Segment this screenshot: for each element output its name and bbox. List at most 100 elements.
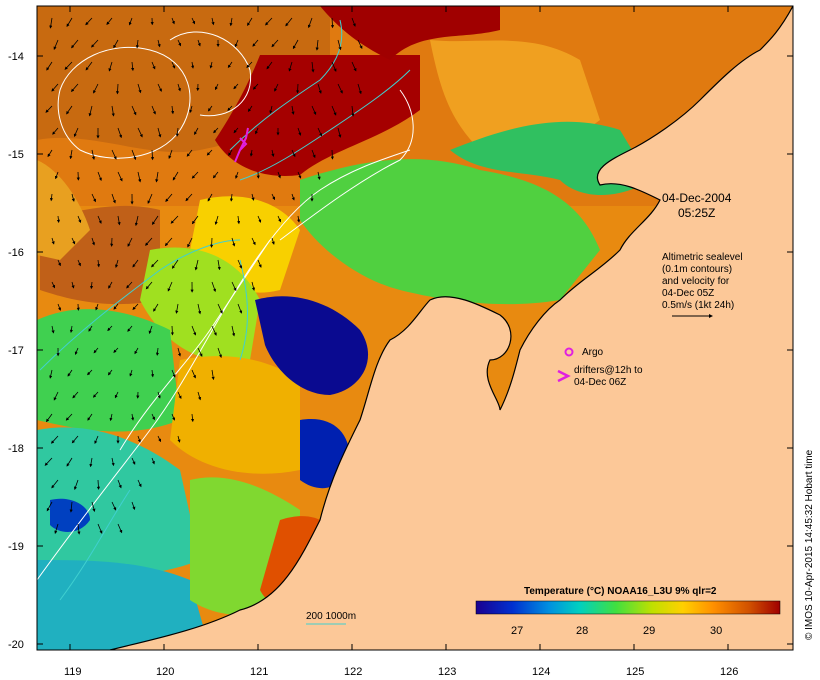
- velocity-arrow: [165, 193, 173, 203]
- velocity-arrow: [191, 61, 195, 69]
- y-tick-minus14: -14: [8, 51, 24, 63]
- velocity-arrow: [117, 215, 121, 226]
- velocity-arrow: [177, 39, 182, 47]
- velocity-arrow: [247, 17, 253, 26]
- x-tick-126: 126: [720, 666, 738, 678]
- velocity-arrow: [77, 523, 81, 535]
- velocity-arrow: [127, 325, 133, 332]
- velocity-arrow: [271, 237, 275, 245]
- velocity-arrow: [207, 193, 213, 202]
- velocity-arrow: [51, 83, 59, 92]
- velocity-arrow: [49, 193, 54, 202]
- velocity-arrow: [211, 17, 215, 26]
- velocity-arrow: [49, 17, 53, 29]
- x-tick-119: 119: [64, 666, 82, 678]
- map-date: 04-Dec-2004: [662, 191, 732, 205]
- velocity-arrow: [209, 61, 213, 69]
- velocity-arrow: [97, 171, 102, 182]
- velocity-arrow: [291, 105, 295, 115]
- velocity-arrow: [177, 435, 181, 443]
- velocity-arrow: [246, 61, 253, 68]
- velocity-arrow: [54, 523, 59, 534]
- y-axis-labels: -14 -15 -16 -17 -18 -19 -20: [8, 51, 24, 651]
- velocity-arrow: [311, 61, 315, 73]
- velocity-arrow: [70, 83, 79, 93]
- velocity-arrow: [190, 413, 195, 423]
- x-tick-123: 123: [438, 666, 456, 678]
- velocity-arrow: [108, 281, 113, 289]
- velocity-arrow: [307, 17, 313, 29]
- velocity-arrow: [337, 39, 342, 51]
- colorbar: Temperature (°C) NOAA16_L3U 9% qlr=2 27 …: [475, 586, 781, 637]
- y-tick-minus20: -20: [8, 639, 24, 651]
- velocity-arrow: [214, 83, 219, 91]
- velocity-arrow: [235, 171, 239, 179]
- velocity-arrow: [49, 369, 53, 379]
- velocity-arrow: [177, 83, 181, 92]
- velocity-arrow: [87, 369, 93, 376]
- altimetry-legend: Altimetric sealevel (0.1m contours) and …: [662, 252, 743, 318]
- velocity-arrow: [77, 215, 82, 224]
- velocity-arrow: [85, 61, 93, 71]
- velocity-arrow: [251, 281, 256, 291]
- velocity-arrow: [231, 325, 236, 337]
- velocity-arrow: [117, 171, 123, 182]
- velocity-arrow: [233, 127, 239, 134]
- velocity-arrow: [111, 501, 117, 511]
- velocity-arrow: [197, 39, 201, 47]
- velocity-arrow: [194, 259, 199, 271]
- colorbar-tick-30: 30: [710, 625, 722, 637]
- velocity-arrow: [357, 39, 363, 50]
- velocity-arrow: [45, 105, 53, 113]
- velocity-arrow: [147, 193, 153, 204]
- velocity-arrow: [131, 149, 137, 161]
- velocity-arrow: [89, 281, 94, 290]
- altimetry-line-3: and velocity for: [662, 276, 730, 287]
- velocity-arrow: [73, 127, 79, 138]
- velocity-arrow: [211, 369, 215, 381]
- velocity-arrow: [292, 39, 299, 50]
- velocity-arrow: [237, 303, 243, 314]
- depth-legend: 200 1000m: [306, 611, 356, 625]
- altimetry-line-1: Altimetric sealevel: [662, 252, 743, 263]
- velocity-arrow: [197, 347, 203, 357]
- velocity-arrow: [93, 347, 99, 354]
- velocity-arrow: [53, 391, 59, 401]
- velocity-arrow: [97, 523, 103, 534]
- velocity-arrow: [148, 325, 153, 335]
- velocity-arrow: [131, 105, 137, 116]
- velocity-arrow: [85, 17, 93, 26]
- argo-marker-icon: [564, 347, 574, 357]
- velocity-arrow: [50, 435, 59, 444]
- velocity-arrow: [71, 193, 75, 202]
- velocity-arrow: [126, 281, 133, 289]
- x-tick-121: 121: [250, 666, 268, 678]
- velocity-arrow: [52, 127, 59, 135]
- velocity-arrow: [217, 303, 223, 314]
- velocity-arrow: [137, 127, 143, 138]
- velocity-arrow: [197, 391, 202, 401]
- velocity-arrow: [164, 237, 173, 247]
- colorbar-title: Temperature (°C) NOAA16_L3U 9% qlr=2: [524, 586, 717, 597]
- velocity-arrow: [65, 413, 73, 421]
- velocity-arrow: [171, 17, 175, 25]
- colorbar-tick-27: 27: [511, 625, 523, 637]
- x-tick-122: 122: [344, 666, 362, 678]
- velocity-arrow: [109, 413, 113, 422]
- velocity-arrow: [288, 61, 293, 72]
- velocity-arrow: [132, 303, 139, 310]
- velocity-arrow: [191, 171, 199, 179]
- velocity-arrow: [285, 17, 293, 27]
- velocity-arrow: [95, 303, 99, 311]
- velocity-arrow: [171, 105, 175, 115]
- velocity-arrow: [210, 237, 214, 248]
- velocity-arrow: [229, 193, 234, 202]
- velocity-arrow: [257, 259, 262, 268]
- velocity-arrow: [91, 149, 96, 160]
- velocity-arrow: [54, 171, 59, 180]
- velocity-arrow: [337, 127, 342, 138]
- velocity-arrow: [217, 259, 221, 271]
- velocity-arrow: [77, 259, 81, 267]
- velocity-arrow: [137, 435, 141, 443]
- velocity-arrow: [157, 391, 161, 399]
